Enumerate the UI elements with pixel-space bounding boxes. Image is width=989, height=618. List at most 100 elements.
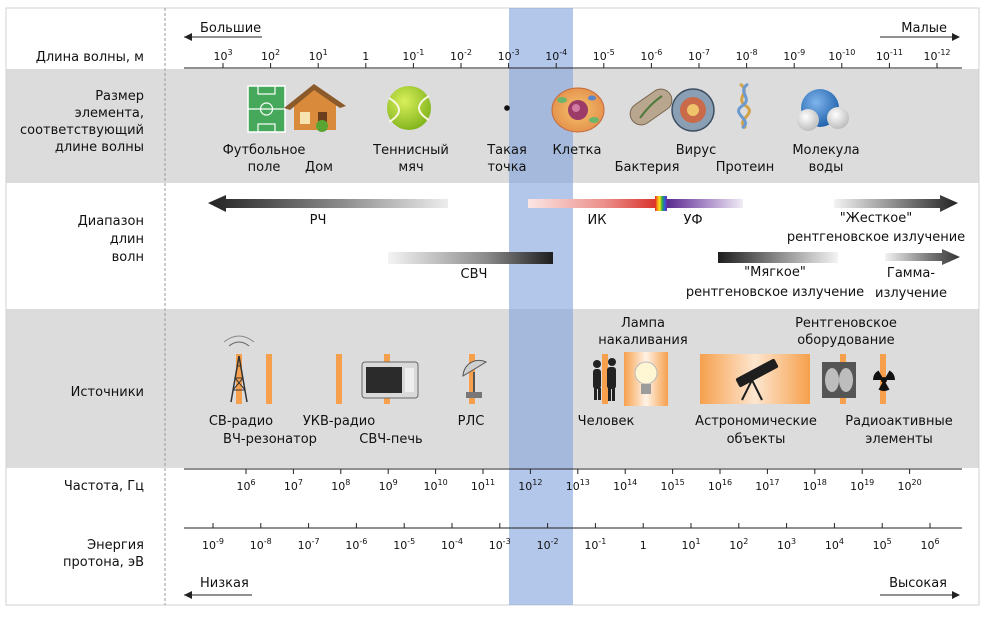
wavelength-tick-label: 101: [309, 48, 328, 63]
wavelength-tick-label: 10-6: [640, 48, 662, 63]
svg-text:Лампа: Лампа: [621, 316, 665, 331]
wavelength-tick-label: 10-9: [783, 48, 805, 63]
microwave-oven-label: СВЧ-печь: [359, 432, 422, 447]
rf-cavity-label: ВЧ-резонатор: [223, 432, 317, 447]
virus-icon: [671, 88, 715, 132]
radar-dish-icon: [462, 359, 488, 398]
svg-text:воды: воды: [809, 160, 844, 175]
frequency-tick-label: 109: [379, 478, 398, 493]
svg-text:Гамма-: Гамма-: [887, 266, 935, 281]
svg-text:Радиоактивные: Радиоактивные: [845, 414, 952, 429]
frequency-tick-label: 1013: [566, 478, 590, 493]
ir-band: ИК: [528, 199, 655, 228]
bottom-direction: Низкая Высокая: [184, 576, 960, 599]
wavelength-tick-label: 103: [213, 48, 232, 63]
wavelength-tick-label: 10-8: [736, 48, 758, 63]
frequency-tick-label: 1015: [661, 478, 685, 493]
frequency-tick-label: 107: [284, 478, 303, 493]
svg-text:УФ: УФ: [683, 213, 702, 228]
svg-text:"Жесткое": "Жесткое": [840, 211, 912, 226]
football-label: Футбольное поле: [223, 143, 306, 175]
human-icon: [593, 358, 616, 401]
wavelength-tick-label: 10-4: [545, 48, 567, 63]
range-row-label: Диапазон длин волн: [78, 214, 144, 265]
bacteria-label: Бактерия: [615, 160, 680, 175]
radar-label: РЛС: [458, 414, 485, 429]
svg-text:элементы: элементы: [865, 432, 933, 447]
wavelength-tick-label: 10-5: [593, 48, 615, 63]
frequency-tick-label: 1010: [424, 478, 448, 493]
gamma-band: Гамма- излучение: [875, 249, 960, 301]
direction-small-label: Малые: [901, 21, 947, 36]
svg-text:излучение: излучение: [875, 286, 947, 301]
house-label: Дом: [305, 160, 333, 175]
svg-text:оборудование: оборудование: [797, 333, 894, 348]
frequency-tick-label: 1017: [755, 478, 779, 493]
ball-label: Теннисный мяч: [372, 143, 449, 175]
energy-tick-label: 10-8: [250, 537, 272, 552]
cell-icon: [551, 87, 605, 133]
svg-text:Диапазон: Диапазон: [78, 214, 144, 229]
bacteria-icon: [629, 88, 673, 126]
xray-image-icon: [822, 362, 856, 398]
telescope-icon: [700, 354, 810, 404]
frequency-tick-label: 1011: [471, 478, 495, 493]
dot-label: Такая точка: [486, 143, 527, 175]
energy-tick-label: 10-2: [537, 537, 559, 552]
frequency-tick-label: 1014: [613, 478, 637, 493]
wavelength-tick-label: 10-11: [876, 48, 903, 63]
direction-large-label: Большие: [200, 21, 261, 36]
frequency-tick-label: 1012: [518, 478, 542, 493]
frequency-tick-label: 106: [236, 478, 255, 493]
svg-text:мяч: мяч: [398, 160, 423, 175]
svg-text:длин: длин: [110, 232, 144, 247]
frequency-ticks: 106 107 108 109 1010 1011 1012 1013 1014 1015 1016…: [236, 469, 922, 493]
svg-text:элемента,: элемента,: [75, 106, 144, 121]
svg-text:"Мягкое": "Мягкое": [744, 265, 806, 280]
energy-tick-label: 10-3: [489, 537, 511, 552]
svg-text:волн: волн: [112, 250, 144, 265]
energy-tick-label: 101: [681, 537, 700, 552]
sources-row-bg: [6, 309, 979, 468]
svg-text:рентгеновское излучение: рентгеновское излучение: [787, 230, 965, 245]
xray-machine-label: Рентгеновское оборудование: [795, 316, 897, 348]
energy-row-label: Энергия протона, эВ: [63, 538, 144, 570]
wavelength-row-label: Длина волны, м: [36, 50, 144, 65]
svg-text:Такая: Такая: [486, 143, 527, 158]
energy-tick-label: 10-1: [584, 537, 606, 552]
soft-xray-band: "Мягкое" рентгеновское излучение: [686, 252, 864, 300]
energy-tick-label: 102: [729, 537, 748, 552]
uv-band: УФ: [667, 199, 743, 228]
svg-text:Футбольное: Футбольное: [223, 143, 306, 158]
svg-text:соответствующий: соответствующий: [20, 123, 144, 138]
house-icon: [284, 84, 346, 132]
water-label: Молекула воды: [792, 143, 859, 175]
microwave-oven-icon: [361, 361, 419, 399]
energy-tick-label: 104: [825, 537, 844, 552]
sources-row-label: Источники: [71, 385, 144, 400]
svg-text:точка: точка: [487, 160, 526, 175]
energy-tick-label: 1: [640, 539, 647, 552]
svg-text:Размер: Размер: [95, 89, 144, 104]
svg-text:РЧ: РЧ: [310, 213, 327, 228]
energy-tick-label: 105: [873, 537, 892, 552]
svg-text:Рентгеновское: Рентгеновское: [795, 316, 897, 331]
frequency-tick-label: 1019: [850, 478, 874, 493]
energy-tick-label: 106: [920, 537, 939, 552]
frequency-tick-label: 1016: [708, 478, 732, 493]
svg-text:СВЧ: СВЧ: [461, 267, 488, 282]
top-direction: Большие Малые: [184, 21, 960, 41]
wavelength-tick-label: 10-10: [828, 48, 855, 63]
rf-band: РЧ: [208, 195, 448, 228]
direction-low-label: Низкая: [200, 576, 249, 591]
wavelength-ticks: 103 102 101 1 10-1 10-2 10-3 10-4 10-5 10-6 10-7 10…: [213, 48, 951, 68]
energy-tick-label: 10-5: [393, 537, 415, 552]
svg-text:рентгеновское излучение: рентгеновское излучение: [686, 285, 864, 300]
radioactive-icon: [873, 370, 895, 391]
protein-label: Протеин: [716, 160, 775, 175]
frequency-tick-label: 1018: [803, 478, 827, 493]
astro-label: Астрономические объекты: [695, 414, 817, 447]
football-field-icon: [247, 85, 286, 133]
